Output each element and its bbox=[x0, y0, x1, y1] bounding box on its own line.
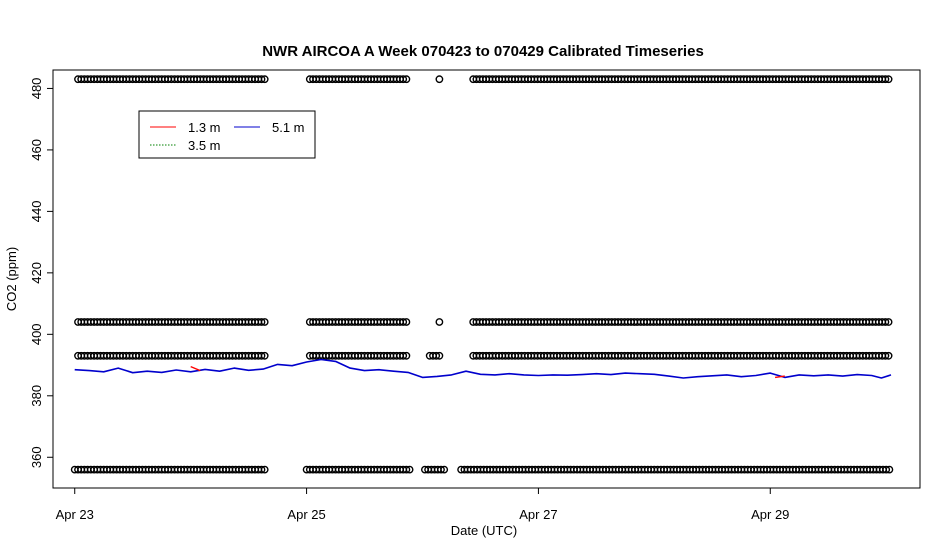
y-tick-label: 480 bbox=[29, 78, 44, 100]
marker-point bbox=[260, 465, 269, 474]
y-tick-label: 420 bbox=[29, 262, 44, 284]
marker-point bbox=[260, 75, 269, 84]
y-tick-label: 440 bbox=[29, 201, 44, 223]
marker-point bbox=[402, 465, 411, 474]
marker-point bbox=[399, 75, 408, 84]
marker-point bbox=[402, 75, 411, 84]
marker-point bbox=[399, 351, 408, 360]
legend-label-3-5m: 3.5 m bbox=[188, 138, 221, 153]
legend-label-5-1m: 5.1 m bbox=[272, 120, 305, 135]
series-line-5-1m bbox=[74, 358, 892, 379]
marker-point bbox=[257, 351, 266, 360]
marker-point bbox=[435, 351, 444, 360]
chart-title: NWR AIRCOA A Week 070423 to 070429 Calib… bbox=[262, 43, 704, 60]
marker-point bbox=[882, 465, 891, 474]
marker-point bbox=[260, 318, 269, 326]
series-line-1-3m bbox=[775, 375, 785, 379]
marker-point bbox=[884, 318, 893, 326]
marker-point bbox=[435, 75, 444, 84]
x-axis: Apr 23 Apr 25 Apr 27 Apr 29 bbox=[56, 488, 789, 522]
marker-point bbox=[881, 75, 890, 84]
marker-point bbox=[884, 351, 893, 360]
y-tick-label: 360 bbox=[29, 446, 44, 468]
marker-point bbox=[432, 351, 441, 360]
marker-point bbox=[257, 318, 266, 326]
series-line-1-3m bbox=[190, 365, 201, 372]
marker-point bbox=[405, 465, 414, 474]
x-tick-label: Apr 29 bbox=[751, 507, 789, 522]
marker-point bbox=[881, 318, 890, 326]
y-axis-title: CO2 (ppm) bbox=[4, 247, 19, 311]
legend-box bbox=[138, 110, 316, 159]
marker-point bbox=[885, 465, 894, 474]
marker-layer bbox=[70, 75, 894, 474]
marker-point bbox=[884, 75, 893, 84]
x-tick-label: Apr 27 bbox=[519, 507, 557, 522]
marker-point bbox=[437, 465, 445, 474]
legend-label-1-3m: 1.3 m bbox=[188, 120, 221, 135]
marker-point bbox=[399, 318, 408, 326]
y-tick-label: 460 bbox=[29, 139, 44, 161]
marker-point bbox=[260, 351, 269, 360]
x-axis-title: Date (UTC) bbox=[451, 523, 517, 538]
marker-point bbox=[402, 318, 411, 326]
x-tick-label: Apr 23 bbox=[56, 507, 94, 522]
marker-point bbox=[440, 465, 449, 474]
marker-point bbox=[257, 465, 266, 474]
legend: 1.3 m 3.5 m 5.1 m bbox=[138, 110, 316, 159]
series-layer bbox=[74, 358, 892, 379]
y-tick-label: 380 bbox=[29, 385, 44, 407]
x-tick-label: Apr 25 bbox=[287, 507, 325, 522]
plot-frame bbox=[52, 69, 921, 489]
marker-point bbox=[435, 318, 444, 326]
marker-point bbox=[257, 75, 266, 84]
marker-point bbox=[402, 351, 411, 360]
y-axis: 360 380 400 420 440 460 480 bbox=[29, 78, 53, 468]
marker-point bbox=[881, 351, 890, 360]
y-tick-label: 400 bbox=[29, 323, 44, 345]
